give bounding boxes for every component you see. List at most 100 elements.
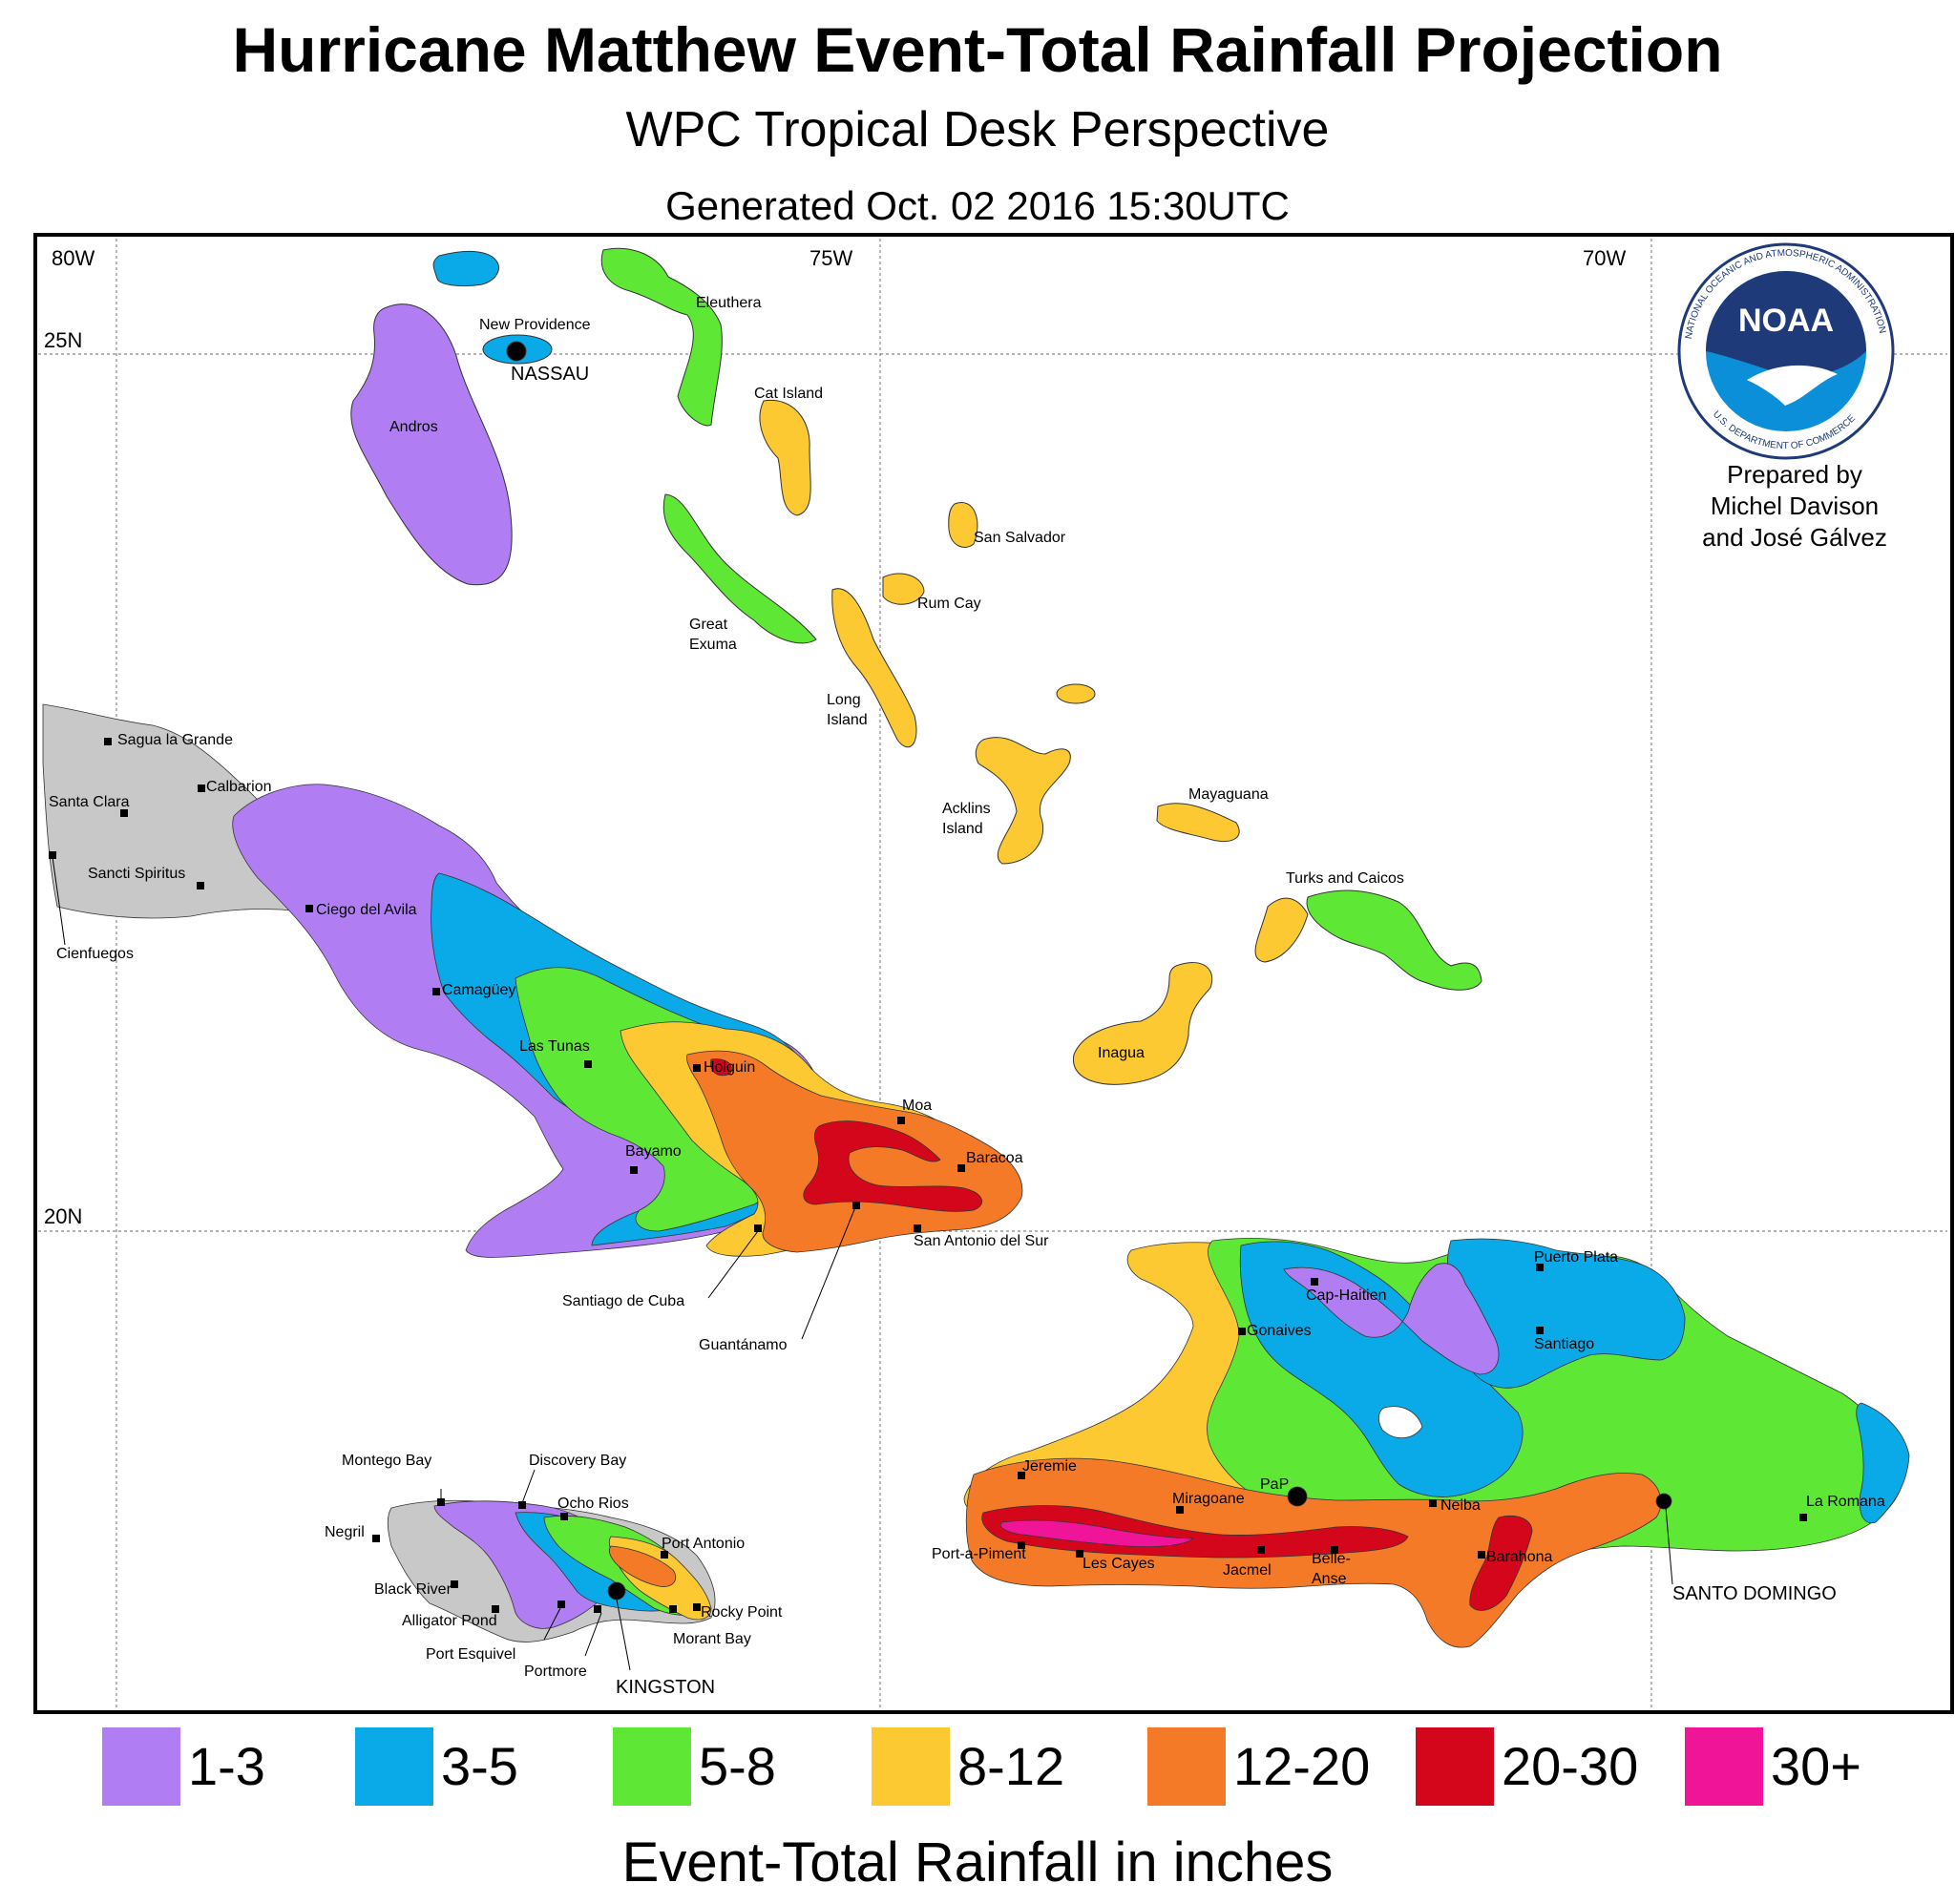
lake-enriquillo — [1378, 1406, 1423, 1439]
bird-icon — [1747, 365, 1838, 406]
marker-calbarion — [198, 785, 205, 792]
marker-santiago-dr — [1536, 1327, 1544, 1334]
marker-discovery — [518, 1501, 526, 1509]
label-les-cayes: Les Cayes — [1083, 1556, 1155, 1572]
bahamas-north-island — [432, 250, 499, 287]
leader-cienfuegos — [52, 856, 66, 946]
bahamas-rainfall — [350, 247, 1482, 1085]
generated-timestamp: Generated Oct. 02 2016 15:30UTC — [665, 183, 1290, 228]
santo-domingo-marker — [1655, 1493, 1672, 1510]
leader-santo-domingo — [1665, 1507, 1673, 1585]
nassau-marker — [506, 341, 527, 362]
label-black-river: Black River — [374, 1581, 452, 1598]
label-port-antonio: Port Antonio — [662, 1536, 745, 1552]
legend-swatch-1-3 — [102, 1727, 180, 1806]
label-santa-clara: Santa Clara — [49, 794, 130, 810]
san-salvador-region — [948, 502, 978, 548]
credit-line-3: and José Gálvez — [1702, 523, 1887, 552]
label-portmore: Portmore — [524, 1663, 587, 1680]
marker-santiago-cuba — [754, 1224, 762, 1232]
great-exuma-region — [662, 493, 817, 644]
label-montego: Montego Bay — [342, 1453, 431, 1469]
label-jacmel: Jacmel — [1223, 1562, 1272, 1579]
haiti-1-3-zone — [1283, 1263, 1500, 1375]
marker-moa — [897, 1117, 905, 1124]
label-guantanamo: Guantánamo — [699, 1337, 788, 1353]
legend-swatch-30-plus — [1685, 1727, 1763, 1806]
label-cienfuegos: Cienfuegos — [56, 946, 134, 962]
bahamas-labels: New Providence NASSAU Andros Eleuthera C… — [389, 295, 1404, 1061]
leader-portmore — [584, 1612, 602, 1657]
legend-swatch-8-12 — [872, 1727, 950, 1806]
credit-line-2: Michel Davison — [1710, 492, 1880, 520]
label-san-antonio: San Antonio del Sur — [914, 1233, 1049, 1249]
marker-les-cayes — [1076, 1550, 1083, 1558]
marker-port-antonio — [661, 1551, 668, 1559]
marker-montego — [437, 1498, 445, 1506]
label-anse: Anse — [1312, 1571, 1347, 1587]
legend-label-12-20: 12-20 — [1233, 1736, 1371, 1796]
label-inagua: Inagua — [1098, 1045, 1145, 1061]
label-gonaives: Gonaives — [1247, 1323, 1312, 1339]
legend-label-30-plus: 30+ — [1771, 1736, 1861, 1796]
legend-label-8-12: 8-12 — [957, 1736, 1065, 1796]
label-mayaguana: Mayaguana — [1188, 786, 1269, 803]
legend-label-5-8: 5-8 — [699, 1736, 776, 1796]
label-moa: Moa — [902, 1098, 932, 1114]
cuba-rainfall — [42, 703, 1023, 1258]
marker-negril — [372, 1535, 380, 1542]
marker-esquivel — [557, 1601, 565, 1608]
marker-jeremie — [1018, 1472, 1025, 1479]
label-holguin: Holguin — [704, 1059, 755, 1076]
marker-baracoa — [957, 1164, 965, 1172]
barahona-20-30-zone — [1469, 1516, 1533, 1611]
marker-black-river — [451, 1580, 458, 1588]
hispaniola-rainfall — [963, 1238, 1910, 1648]
lat-label-25n: 25N — [44, 328, 82, 352]
andros-region — [350, 303, 513, 586]
label-la-romana: La Romana — [1806, 1494, 1885, 1510]
graticule — [38, 239, 1947, 1708]
haiti-3-5-zone — [1239, 1241, 1524, 1497]
crooked-small-island — [1056, 683, 1096, 704]
noaa-logo: NOAA NATIONAL OCEANIC AND ATMOSPHERIC AD… — [1677, 242, 1895, 460]
legend-title: Event-Total Rainfall in inches — [621, 1831, 1334, 1894]
marker-santa-clara — [120, 809, 128, 817]
label-santiago-dr: Santiago — [1534, 1336, 1594, 1352]
label-bayamo: Bayamo — [625, 1143, 682, 1160]
marker-port-a-piment — [1018, 1541, 1025, 1549]
lon-label-70w: 70W — [1583, 246, 1626, 270]
hispaniola-labels: Cap-Haitien Puerto Plata Gonaives Santia… — [932, 1249, 1885, 1604]
marker-jacmel — [1257, 1546, 1265, 1554]
marker-morant — [669, 1605, 677, 1613]
label-ocho: Ocho Rios — [557, 1496, 629, 1512]
marker-puerto-plata — [1536, 1264, 1544, 1271]
marker-ocho — [560, 1513, 568, 1520]
label-sancti-spiritus: Sancti Spiritus — [88, 866, 185, 882]
jamaica-labels: Montego Bay Discovery Bay Ocho Rios Negr… — [325, 1453, 783, 1698]
label-nassau: NASSAU — [511, 364, 589, 385]
jamaica-rainfall — [387, 1499, 716, 1642]
lon-label-75w: 75W — [809, 246, 852, 270]
inagua-region — [1073, 962, 1213, 1085]
label-calbarion: Calbarion — [206, 779, 271, 795]
marker-rocky — [693, 1603, 701, 1611]
map-title: Hurricane Matthew Event-Total Rainfall P… — [232, 14, 1723, 85]
lon-label-80w: 80W — [52, 246, 95, 270]
label-turks-caicos: Turks and Caicos — [1286, 870, 1404, 887]
label-alligator: Alligator Pond — [402, 1613, 497, 1629]
noaa-logo-upper — [1706, 271, 1866, 377]
label-cap-haitien: Cap-Haitien — [1306, 1287, 1386, 1304]
label-camaguey: Camagüey — [442, 982, 515, 998]
label-neiba: Neiba — [1440, 1497, 1481, 1514]
leader-guantanamo — [801, 1206, 856, 1340]
noaa-logo-text: NOAA — [1738, 303, 1834, 339]
label-great: Great — [689, 617, 728, 633]
label-esquivel: Port Esquivel — [426, 1646, 515, 1663]
label-acklins-island: Island — [942, 821, 983, 837]
long-island-region — [831, 588, 917, 748]
leader-santiago-cuba — [707, 1230, 759, 1299]
marker-cienfuegos — [49, 851, 56, 859]
turks-caicos-region — [1306, 889, 1482, 991]
marker-san-antonio — [914, 1224, 921, 1232]
